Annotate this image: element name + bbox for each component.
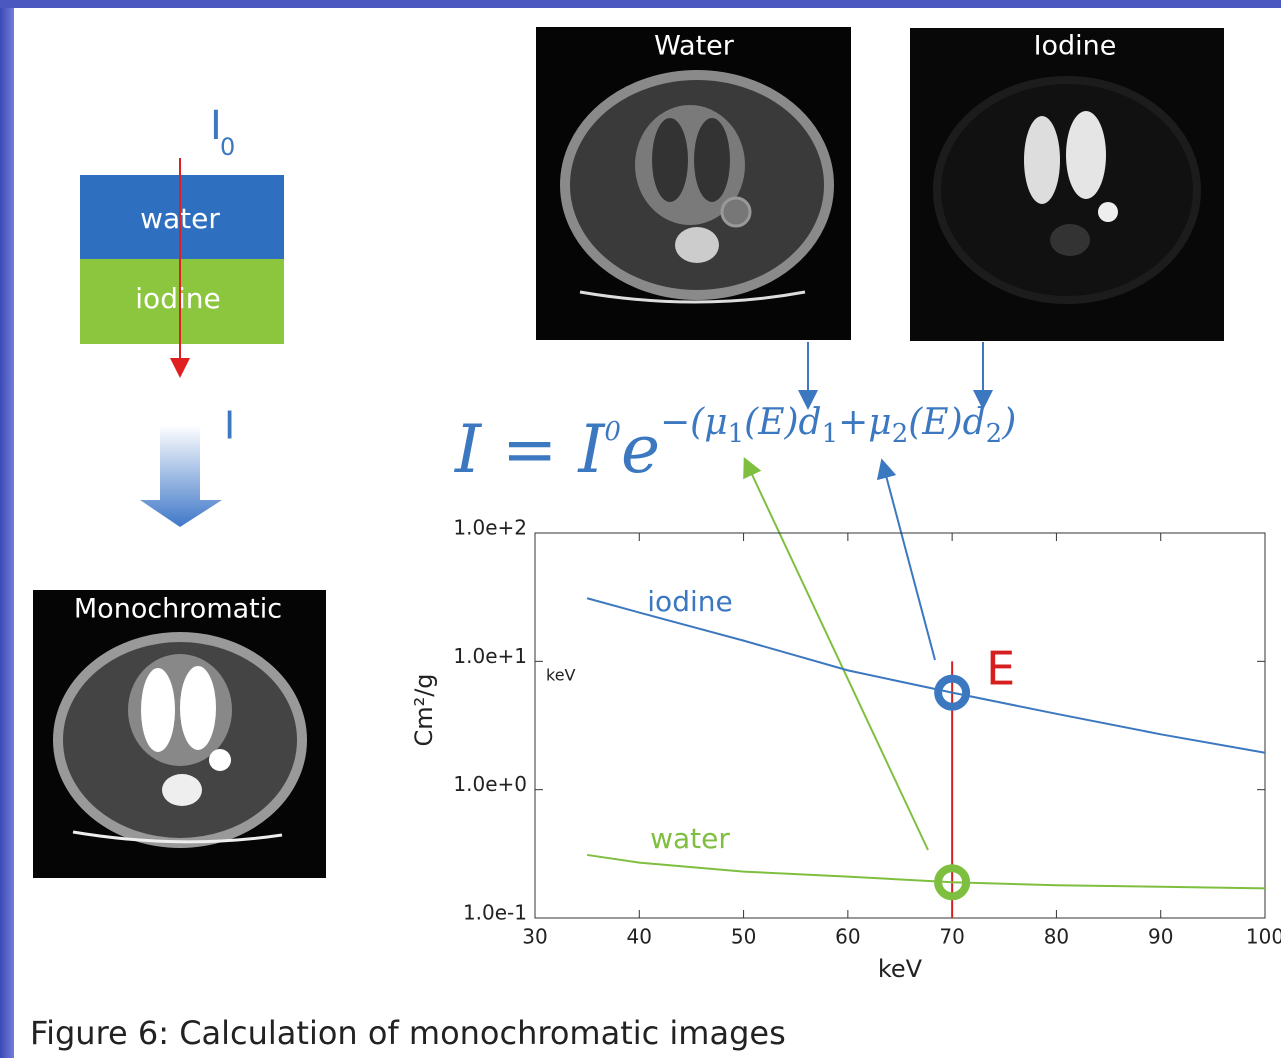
series-label: water <box>650 822 730 855</box>
eq-exponent: 1 <box>728 419 745 449</box>
series-label: iodine <box>647 585 732 618</box>
y-tick-label: 1.0e-1 <box>463 901 527 925</box>
x-tick-label: 50 <box>731 925 756 949</box>
eq-exponent: 2 <box>986 419 1003 449</box>
eq-lhs: I = I <box>454 411 606 488</box>
left-edge <box>0 0 14 1058</box>
eq-base: e <box>621 411 660 488</box>
image-label: Iodine <box>1034 31 1117 62</box>
eq-sup: 0 <box>604 417 621 447</box>
x-axis-label: keV <box>878 955 923 983</box>
page: I 0 water iodine I Water Iodine Monochro… <box>0 0 1281 1058</box>
x-tick-label: 60 <box>835 925 860 949</box>
y-tick-label: 1.0e+0 <box>453 772 527 796</box>
x-tick-label: 30 <box>522 925 547 949</box>
eq-exponent: −(μ <box>660 402 728 443</box>
transmitted-symbol: I <box>224 404 235 448</box>
eq-exponent: 2 <box>892 419 909 449</box>
x-tick-label: 40 <box>627 925 652 949</box>
eq-exponent: (E)d <box>908 402 985 443</box>
layer-label: iodine <box>135 282 220 315</box>
mono-image: Monochromatic <box>33 590 326 878</box>
slide: I 0 water iodine I Water Iodine Monochro… <box>0 0 1281 1058</box>
y-tick-label: 1.0e+1 <box>453 644 527 668</box>
x-tick-label: 90 <box>1148 925 1173 949</box>
x-tick-label: 100 <box>1246 925 1281 949</box>
eq-exponent: ) <box>1001 402 1016 443</box>
image-label: Water <box>654 31 735 62</box>
eq-exponent: 1 <box>822 419 839 449</box>
caption: Figure 6: Calculation of monochromatic i… <box>30 1014 786 1052</box>
water-image: Water <box>536 27 851 340</box>
eq-exponent: +μ <box>838 402 892 443</box>
eq-exponent: (E)d <box>744 402 821 443</box>
incident-subscript: 0 <box>220 133 235 161</box>
x-tick-label: 80 <box>1044 925 1069 949</box>
y-axis-label: Cm²/g <box>410 673 438 746</box>
image-label: Monochromatic <box>74 594 282 625</box>
energy-label: E <box>986 642 1015 696</box>
y-tick-label: 1.0e+2 <box>453 516 527 540</box>
unit-note: keV <box>546 666 576 685</box>
iodine-image: Iodine <box>910 28 1224 341</box>
top-edge <box>0 0 1281 8</box>
x-tick-label: 70 <box>939 925 964 949</box>
